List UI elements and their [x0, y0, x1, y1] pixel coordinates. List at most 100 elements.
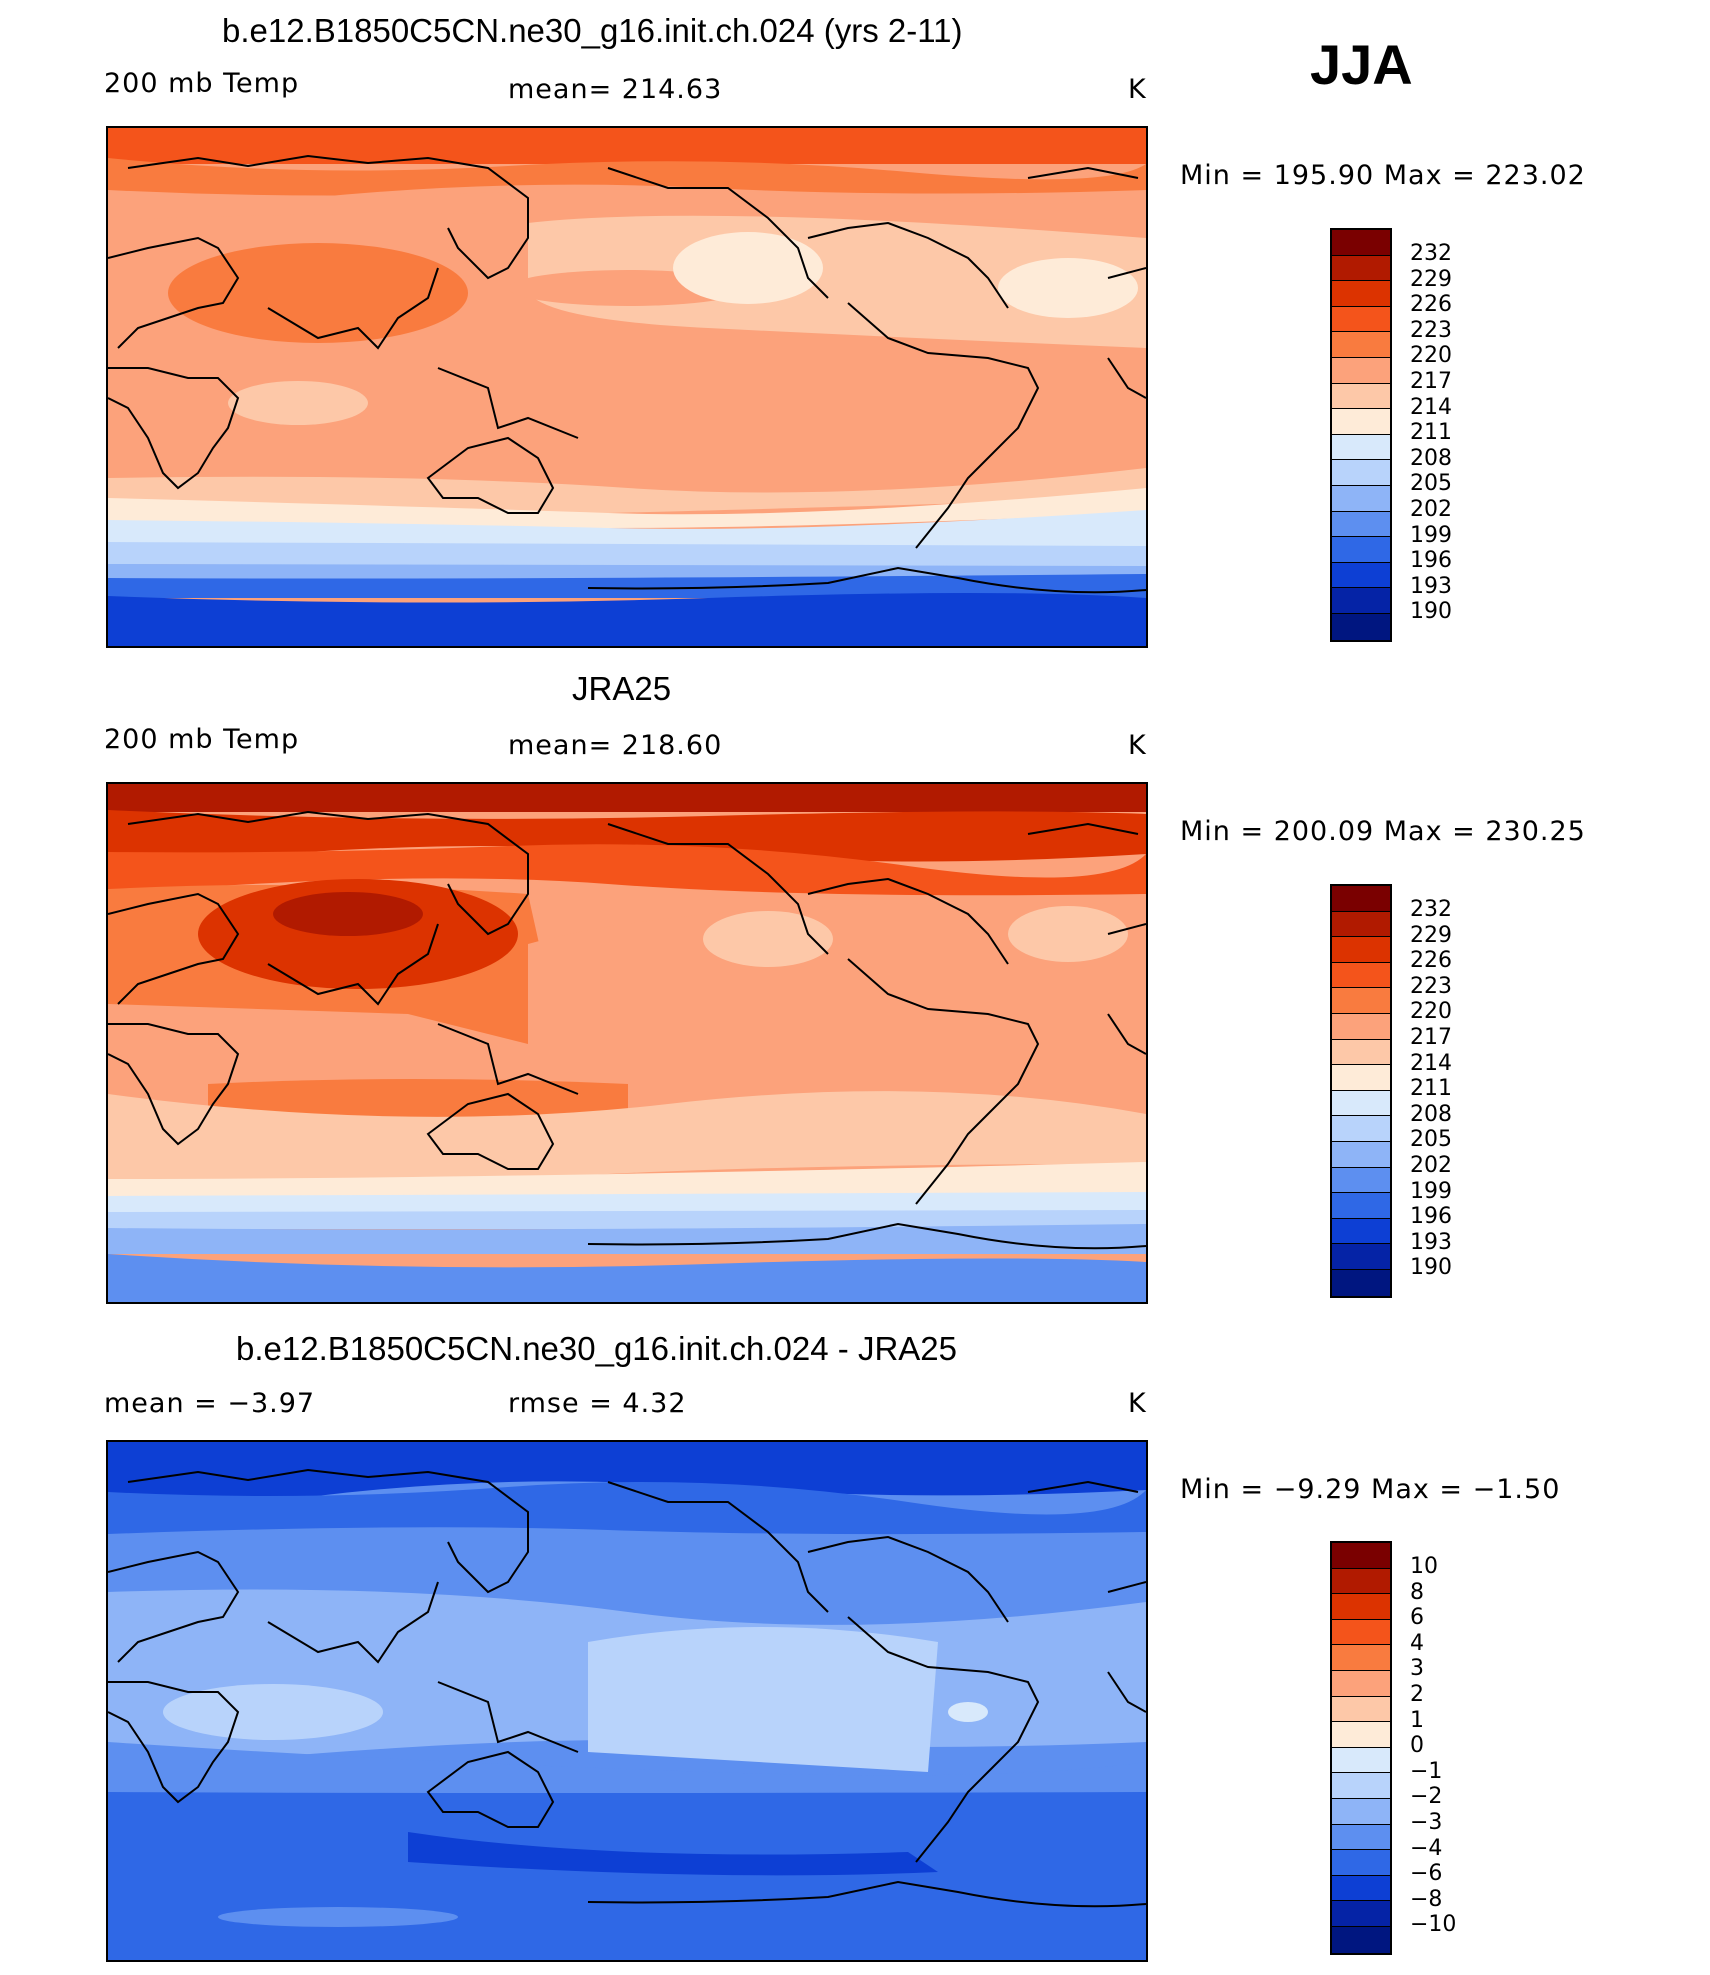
- colorbar-tick-label: 202: [1410, 1153, 1452, 1178]
- colorbar-swatch: [1332, 1543, 1390, 1569]
- colorbar-swatch: [1332, 937, 1390, 963]
- panel-2-map: [106, 782, 1148, 1304]
- panel-1-units-label: K: [1128, 74, 1147, 105]
- panel-3-units-label: K: [1128, 1388, 1147, 1419]
- colorbar-tick-label: 223: [1410, 974, 1452, 999]
- panel-1-variable-label: 200 mb Temp: [104, 68, 300, 99]
- colorbar-tick-label: 4: [1410, 1631, 1424, 1656]
- panel-3-title: b.e12.B1850C5CN.ne30_g16.init.ch.024 - J…: [236, 1330, 957, 1367]
- colorbar-swatch: [1332, 281, 1390, 307]
- colorbar-swatch: [1332, 1926, 1390, 1953]
- colorbar-tick-label: 196: [1410, 548, 1452, 573]
- colorbar-swatch: [1332, 460, 1390, 486]
- panel-2-mean-label: mean= 218.60: [508, 730, 723, 761]
- panel-2-variable-label: 200 mb Temp: [104, 724, 300, 755]
- colorbar-tick-label: 193: [1410, 574, 1452, 599]
- colorbar-tick-label: 202: [1410, 497, 1452, 522]
- colorbar-tick-label: 208: [1410, 1102, 1452, 1127]
- panel-1-map: [106, 126, 1148, 648]
- panel-2-units-label: K: [1128, 730, 1147, 761]
- colorbar-swatch: [1332, 1269, 1390, 1296]
- colorbar-tick-label: 199: [1410, 523, 1452, 548]
- colorbar-tick-label: 211: [1410, 420, 1452, 445]
- colorbar-swatch: [1332, 409, 1390, 435]
- colorbar-tick-label: 199: [1410, 1179, 1452, 1204]
- colorbar-swatch: [1332, 613, 1390, 640]
- colorbar-tick-label: 220: [1410, 343, 1452, 368]
- colorbar-tick-label: 217: [1410, 369, 1452, 394]
- colorbar-tick-label: 10: [1410, 1554, 1438, 1579]
- colorbar-tick-label: −10: [1410, 1912, 1457, 1937]
- colorbar-swatch: [1332, 332, 1390, 358]
- colorbar-tick-label: 205: [1410, 471, 1452, 496]
- colorbar-swatch: [1332, 1065, 1390, 1091]
- panel-2-minmax-label: Min = 200.09 Max = 230.25: [1180, 816, 1586, 847]
- colorbar-tick-label: 226: [1410, 292, 1452, 317]
- colorbar-tick-label: 208: [1410, 446, 1452, 471]
- colorbar-swatch: [1332, 434, 1390, 461]
- colorbar-swatch: [1332, 485, 1390, 512]
- colorbar-swatch: [1332, 1798, 1390, 1825]
- colorbar-tick-label: −2: [1410, 1784, 1443, 1809]
- colorbar-swatch: [1332, 1594, 1390, 1620]
- colorbar-swatch: [1332, 911, 1390, 938]
- colorbar-swatch: [1332, 1670, 1390, 1697]
- panel-3-rmse-label: rmse = 4.32: [508, 1388, 687, 1419]
- panel-1-colorbar-swatches: [1330, 228, 1392, 642]
- colorbar-tick-label: 190: [1410, 599, 1452, 624]
- colorbar-swatch: [1332, 1116, 1390, 1142]
- colorbar-swatch: [1332, 537, 1390, 563]
- colorbar-tick-label: 229: [1410, 923, 1452, 948]
- colorbar-swatch: [1332, 562, 1390, 589]
- colorbar-tick-label: 232: [1410, 897, 1452, 922]
- colorbar-swatch: [1332, 511, 1390, 538]
- colorbar-tick-label: 2: [1410, 1682, 1424, 1707]
- panel-3-map: [106, 1440, 1148, 1962]
- colorbar-tick-label: 223: [1410, 318, 1452, 343]
- colorbar-swatch: [1332, 1645, 1390, 1671]
- colorbar-tick-label: 232: [1410, 241, 1452, 266]
- colorbar-tick-label: 214: [1410, 395, 1452, 420]
- colorbar-swatch: [1332, 255, 1390, 282]
- panel-2-colorbar: [1330, 884, 1394, 1298]
- colorbar-swatch: [1332, 588, 1390, 614]
- panel-3-colorbar-swatches: [1330, 1541, 1392, 1955]
- colorbar-tick-label: −1: [1410, 1759, 1443, 1784]
- colorbar-swatch: [1332, 1773, 1390, 1799]
- colorbar-swatch: [1332, 1039, 1390, 1066]
- colorbar-swatch: [1332, 1013, 1390, 1040]
- colorbar-swatch: [1332, 357, 1390, 384]
- colorbar-tick-label: 196: [1410, 1204, 1452, 1229]
- colorbar-swatch: [1332, 230, 1390, 256]
- colorbar-swatch: [1332, 1824, 1390, 1851]
- colorbar-swatch: [1332, 1850, 1390, 1876]
- panel-1-mean-label: mean= 214.63: [508, 74, 723, 105]
- colorbar-swatch: [1332, 1901, 1390, 1927]
- colorbar-tick-label: −6: [1410, 1861, 1443, 1886]
- colorbar-swatch: [1332, 1218, 1390, 1245]
- panel-1-colorbar: [1330, 228, 1394, 642]
- colorbar-swatch: [1332, 1696, 1390, 1723]
- colorbar-tick-label: 3: [1410, 1656, 1424, 1681]
- colorbar-tick-label: −8: [1410, 1887, 1443, 1912]
- colorbar-swatch: [1332, 383, 1390, 410]
- panel-1-minmax-label: Min = 195.90 Max = 223.02: [1180, 160, 1586, 191]
- colorbar-tick-label: 214: [1410, 1051, 1452, 1076]
- colorbar-tick-label: −4: [1410, 1836, 1443, 1861]
- colorbar-swatch: [1332, 962, 1390, 989]
- panel-3-minmax-label: Min = −9.29 Max = −1.50: [1180, 1474, 1561, 1505]
- colorbar-tick-label: 6: [1410, 1605, 1424, 1630]
- colorbar-swatch: [1332, 1568, 1390, 1595]
- panel-3-mean-label: mean = −3.97: [104, 1388, 316, 1419]
- colorbar-tick-label: 1: [1410, 1708, 1424, 1733]
- colorbar-tick-label: 211: [1410, 1076, 1452, 1101]
- colorbar-tick-label: 0: [1410, 1733, 1424, 1758]
- colorbar-swatch: [1332, 1244, 1390, 1270]
- colorbar-swatch: [1332, 886, 1390, 912]
- colorbar-swatch: [1332, 988, 1390, 1014]
- panel-2-colorbar-swatches: [1330, 884, 1392, 1298]
- panel-3-colorbar: [1330, 1541, 1394, 1955]
- colorbar-swatch: [1332, 1141, 1390, 1168]
- colorbar-swatch: [1332, 306, 1390, 333]
- colorbar-swatch: [1332, 1619, 1390, 1646]
